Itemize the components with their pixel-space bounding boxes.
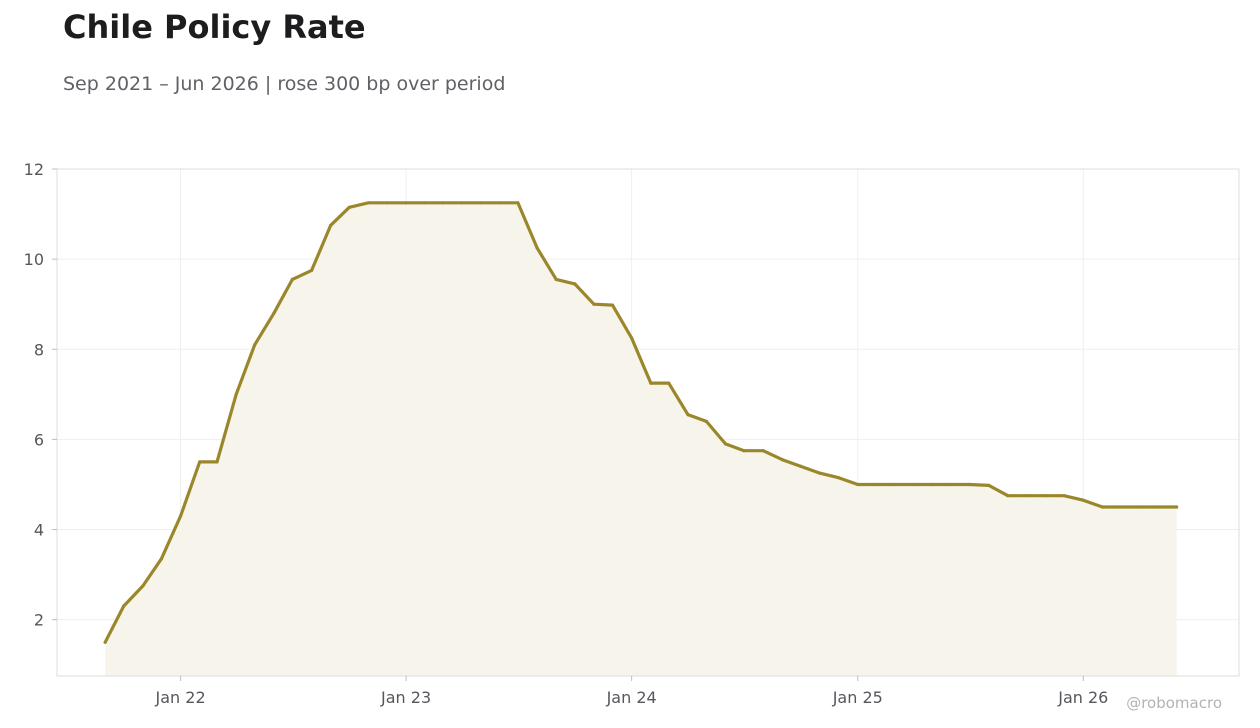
data-point [1081,498,1085,502]
data-point [179,514,183,518]
data-point [911,482,916,487]
data-point [875,482,879,487]
data-point [892,482,896,487]
data-point [667,381,671,385]
data-point [856,482,860,487]
data-point [198,460,202,464]
data-point [423,201,427,205]
data-point [799,464,803,468]
data-point [930,482,934,487]
data-point [103,640,107,644]
data-point [1175,505,1179,509]
data-point [704,419,709,423]
y-tick-label: 10 [24,250,44,269]
data-point [404,201,408,205]
data-point [535,246,539,250]
data-point [460,201,464,205]
data-point [385,201,389,205]
chart-title: Chile Policy Rate [63,8,366,46]
data-point [272,311,276,315]
data-point [818,471,822,475]
x-tick-label: Jan 26 [1057,688,1108,707]
area-fill-path [105,202,1177,677]
data-point [1024,494,1029,498]
data-point [610,303,615,307]
x-tick-label: Jan 23 [380,688,431,707]
data-point [1155,505,1159,509]
data-point [516,201,520,205]
data-point [968,482,972,487]
data-point [1062,494,1066,498]
data-point [497,201,501,205]
data-point [441,201,445,205]
area-fill [105,202,1177,677]
data-point [253,343,257,347]
y-tick-label: 2 [34,611,44,630]
data-point [141,584,145,588]
plot-frame [56,168,1240,677]
series-line-path [103,201,1179,644]
data-point [837,476,841,480]
data-point [159,557,163,561]
data-point [742,449,746,453]
data-point [1118,505,1122,509]
chart-subtitle: Sep 2021 – Jun 2026 | rose 300 bp over p… [63,73,506,95]
data-point [234,392,238,396]
x-tick-label: Jan 25 [832,688,883,707]
data-point [592,302,596,306]
data-point [686,413,690,417]
y-tick-label: 12 [24,160,44,179]
data-point [723,442,728,446]
data-point [1044,494,1048,498]
y-tick-label: 8 [34,340,44,359]
x-tick-label: Jan 24 [606,688,657,707]
series-line [103,201,1179,644]
data-point [987,483,991,487]
data-point [347,205,351,209]
data-point [761,449,765,453]
data-point [1006,494,1010,498]
data-point [949,482,953,487]
y-tick-label: 4 [34,521,44,540]
data-point [780,458,785,462]
data-point [478,201,482,205]
x-axis: Jan 22 Jan 23 Jan 24 Jan 25 Jan 26 [155,676,1108,707]
data-point [215,460,219,464]
data-point [329,223,333,227]
data-point [573,282,577,286]
data-point [554,277,558,281]
data-point [366,201,370,205]
data-point [290,277,294,281]
data-point [310,268,314,272]
data-point [1100,505,1104,509]
data-point [630,336,634,340]
y-axis: 2 4 6 8 10 12 [24,160,57,630]
data-point [649,381,653,385]
watermark: @robomacro [1126,694,1222,712]
y-tick-label: 6 [34,430,44,449]
x-tick-label: Jan 22 [155,688,206,707]
data-point [122,604,126,608]
data-point [1137,505,1141,509]
